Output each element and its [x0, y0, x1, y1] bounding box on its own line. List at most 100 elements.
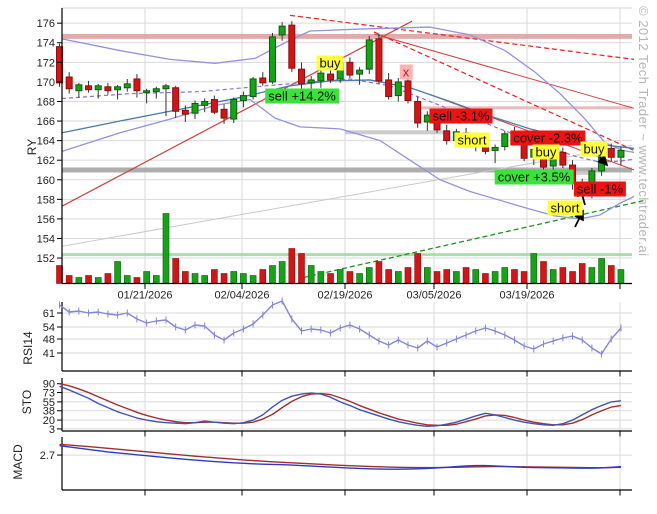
volume-bar — [365, 267, 373, 284]
svg-text:156: 156 — [37, 214, 55, 226]
candle — [65, 76, 73, 90]
date-axis-labels: 01/21/2026 02/04/2026 02/19/2026 03/05/2026… — [117, 290, 554, 302]
candle — [452, 131, 460, 142]
candle — [133, 78, 141, 92]
candle — [520, 139, 528, 159]
candle — [433, 115, 441, 131]
volume-bar — [404, 267, 412, 284]
volume-bar — [520, 271, 528, 284]
volume-bar — [433, 271, 441, 284]
volume-bar — [75, 277, 83, 284]
candle — [607, 147, 615, 158]
candle — [249, 78, 257, 98]
svg-text:152: 152 — [37, 253, 55, 265]
candle — [181, 109, 189, 115]
candle — [259, 77, 267, 84]
volume-bar — [501, 267, 509, 284]
svg-text:158: 158 — [37, 194, 55, 206]
candle — [414, 100, 422, 124]
candle — [336, 62, 344, 80]
svg-text:170: 170 — [37, 77, 55, 89]
volume-bar — [472, 269, 480, 284]
volume-bar — [114, 261, 121, 284]
volume-bar — [424, 267, 431, 284]
candle — [172, 87, 180, 112]
volume-bar — [298, 253, 305, 284]
volume-bar — [123, 275, 131, 284]
volume-bar — [278, 261, 286, 284]
candle — [307, 79, 315, 84]
volume-bar — [249, 275, 257, 284]
candle — [191, 102, 199, 114]
candle — [94, 85, 102, 91]
volume-bar — [317, 271, 325, 284]
volume-bar — [327, 273, 334, 284]
volume-bar — [540, 261, 547, 284]
volume-bar — [172, 258, 179, 284]
volume-bar — [511, 269, 518, 284]
volume-bar — [288, 248, 296, 284]
candle — [152, 88, 160, 93]
svg-text:55: 55 — [43, 397, 55, 409]
volume-bar — [65, 275, 73, 284]
volume-bar — [259, 269, 267, 284]
svg-text:90: 90 — [43, 379, 55, 391]
sto-series — [59, 383, 622, 428]
moving-average-lines — [61, 26, 635, 220]
svg-text:162: 162 — [37, 155, 55, 167]
svg-text:02/04/2026: 02/04/2026 — [214, 290, 269, 302]
svg-text:73: 73 — [43, 388, 55, 400]
candle — [104, 86, 112, 92]
candle — [569, 164, 577, 185]
svg-text:01/21/2026: 01/21/2026 — [117, 290, 172, 302]
svg-text:41: 41 — [43, 348, 55, 360]
volume-bar — [453, 271, 460, 284]
volume-bar — [201, 275, 208, 284]
candle — [481, 138, 489, 152]
candle — [385, 79, 393, 98]
volume-bar — [356, 273, 363, 284]
volume-bar — [240, 273, 247, 284]
svg-text:164: 164 — [37, 136, 55, 148]
volume-bar — [346, 271, 354, 284]
axes: 176 174 172 170 168 166 164 162 160 158 156 154 152 6… — [37, 8, 632, 496]
volume-bar — [482, 273, 489, 284]
candle — [394, 81, 402, 97]
svg-text:160: 160 — [37, 175, 55, 187]
svg-text:38: 38 — [43, 406, 55, 418]
svg-text:03/19/2026: 03/19/2026 — [499, 290, 554, 302]
volume-bar — [617, 269, 625, 284]
candle — [123, 83, 131, 89]
volume-bar — [607, 265, 615, 284]
candle — [365, 39, 373, 70]
candle — [375, 38, 383, 82]
candle — [298, 68, 305, 85]
svg-text:176: 176 — [37, 18, 55, 30]
candle — [356, 69, 364, 75]
volume-bar — [530, 253, 538, 284]
svg-text:03/05/2026: 03/05/2026 — [406, 290, 461, 302]
candle — [404, 80, 412, 101]
candle — [549, 152, 557, 167]
volume-bar — [491, 271, 499, 284]
gridlines — [62, 7, 632, 490]
volume-bar — [162, 213, 170, 284]
candle — [491, 146, 499, 151]
candle — [327, 73, 335, 81]
volume-bar — [588, 267, 596, 284]
candle — [85, 85, 93, 91]
candle — [617, 149, 625, 158]
volume-bar — [559, 267, 567, 284]
volume-bar — [578, 263, 586, 284]
volume-bar — [133, 277, 141, 284]
svg-text:61: 61 — [43, 308, 55, 320]
candle — [559, 151, 567, 166]
svg-text:174: 174 — [37, 38, 55, 50]
candle — [530, 148, 538, 158]
volume-bar — [385, 269, 392, 284]
candle — [510, 132, 518, 140]
candle — [220, 108, 228, 119]
candle — [268, 36, 276, 83]
volume-bar — [598, 258, 605, 284]
